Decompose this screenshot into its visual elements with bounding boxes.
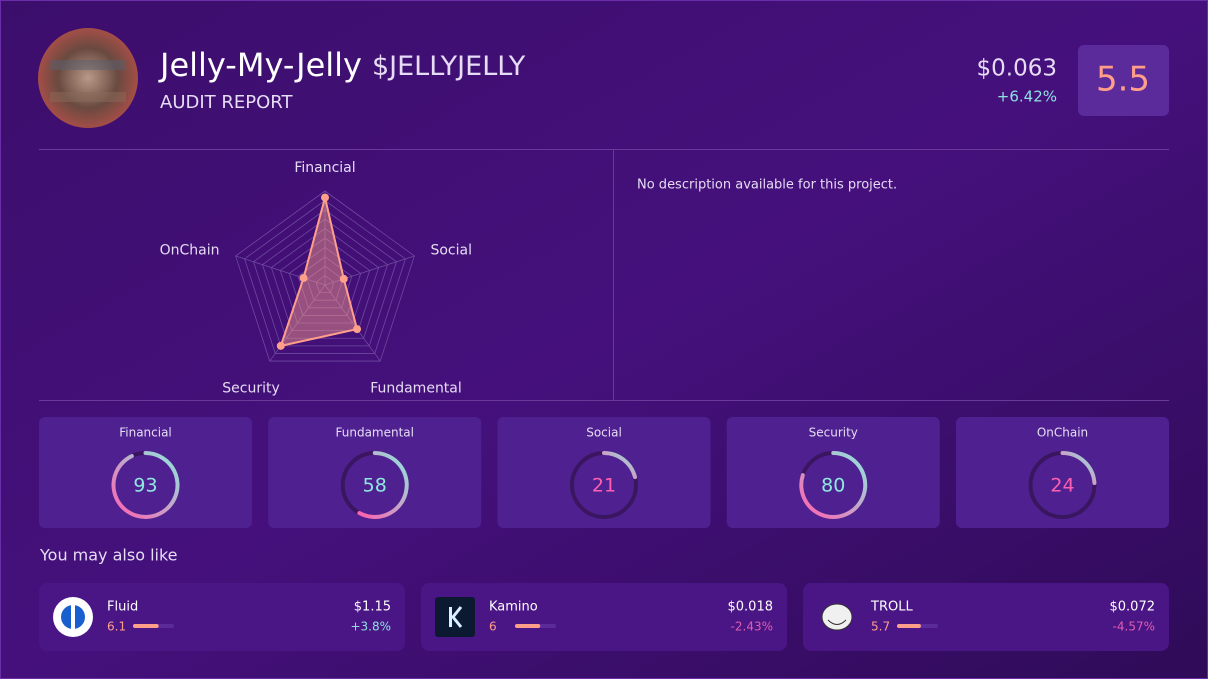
related-price: $1.15 — [354, 600, 391, 615]
gauge-arc — [1060, 451, 1097, 485]
avatar — [38, 28, 138, 128]
score-label: Social — [586, 426, 622, 440]
score-value: 80 — [821, 475, 845, 497]
related-score: 6.1 — [107, 620, 126, 634]
price: $0.063 — [977, 56, 1057, 82]
radar-point — [339, 274, 348, 283]
radar-ring — [297, 256, 353, 309]
gauge-arc — [111, 451, 180, 519]
radar-label: Financial — [294, 160, 355, 176]
radar-ring — [288, 246, 362, 316]
related-change: -2.43% — [731, 620, 773, 634]
score-label: Security — [809, 426, 858, 440]
related-price: $0.018 — [728, 600, 774, 615]
score-value: 58 — [363, 475, 387, 497]
gauge-arc — [799, 451, 868, 519]
score-label: OnChain — [1037, 426, 1088, 440]
related-name: Fluid — [107, 600, 138, 615]
radar-label: Security — [222, 381, 280, 397]
name: Jelly-My-Jelly — [158, 46, 362, 84]
icon — [435, 597, 475, 637]
radar-label: Social — [430, 243, 472, 259]
related-card[interactable] — [39, 583, 405, 651]
related-change: -4.57% — [1113, 620, 1155, 634]
score-value: 21 — [592, 475, 616, 497]
description: No description available for this projec… — [637, 178, 897, 193]
radar-spoke — [235, 255, 326, 286]
radar-ring — [270, 228, 380, 332]
icon — [449, 607, 452, 627]
related-price: $0.072 — [1110, 600, 1156, 615]
radar-point — [321, 193, 329, 202]
radar-ring — [261, 218, 389, 339]
radar-point — [276, 341, 285, 350]
score-bar — [133, 624, 159, 628]
score-label: Financial — [119, 426, 172, 440]
radar-point — [353, 325, 362, 334]
radar-point — [299, 274, 308, 283]
radar-area — [279, 197, 359, 348]
overall-score: 5.5 — [1096, 60, 1150, 100]
avatar-detail — [50, 92, 126, 102]
score-card — [726, 417, 940, 528]
radar-label: Fundamental — [370, 381, 462, 397]
related-card[interactable] — [421, 583, 787, 651]
score-bar — [515, 624, 541, 628]
gauge-arc — [602, 451, 637, 480]
related-name: TROLL — [870, 600, 913, 615]
radar-ring — [244, 199, 406, 354]
icon — [821, 603, 853, 631]
score-card — [268, 417, 482, 528]
related-card[interactable] — [803, 583, 1169, 651]
gauge-arc — [357, 451, 409, 519]
ticker: $JELLYJELLY — [372, 51, 526, 82]
score-bar — [897, 624, 921, 628]
subtitle: AUDIT REPORT — [160, 92, 293, 113]
score-cards: Financial 93 Fundamental 58 Social 21 Security… — [39, 417, 1169, 528]
score-value: 24 — [1050, 475, 1074, 497]
related-name: Kamino — [489, 600, 538, 615]
icon — [827, 619, 847, 625]
icon — [451, 606, 463, 628]
radar-spoke — [324, 255, 415, 286]
related-score: 6 — [489, 620, 497, 634]
related-change: +3.8% — [350, 620, 391, 634]
radar-spoke — [324, 284, 381, 362]
radar-ring — [306, 265, 344, 301]
related-title: You may also like — [39, 546, 178, 565]
score-box — [1078, 45, 1169, 116]
related-list: Fluid 6.1 $1.15 +3.8% Kamino 6 $0.018 -2.43% TRO… — [39, 583, 1169, 651]
radar-chart: Financial Social Fundamental Security OnChai… — [160, 160, 472, 397]
avatar-detail — [50, 60, 126, 70]
radar-label: OnChain — [160, 243, 220, 259]
score-card — [956, 417, 1169, 528]
score-value: 93 — [133, 475, 157, 497]
price-change: +6.42% — [997, 88, 1057, 106]
radar-ring — [279, 237, 371, 324]
icon — [71, 604, 75, 630]
score-label: Fundamental — [336, 426, 415, 440]
radar-ring — [235, 190, 415, 362]
project-name: Jelly-My-Jelly $JELLYJELLY — [158, 46, 526, 84]
score-card — [39, 417, 252, 528]
score-card — [497, 417, 711, 528]
related-score: 5.7 — [871, 620, 890, 634]
radar-ring — [315, 275, 335, 294]
radar-ring — [253, 209, 397, 347]
